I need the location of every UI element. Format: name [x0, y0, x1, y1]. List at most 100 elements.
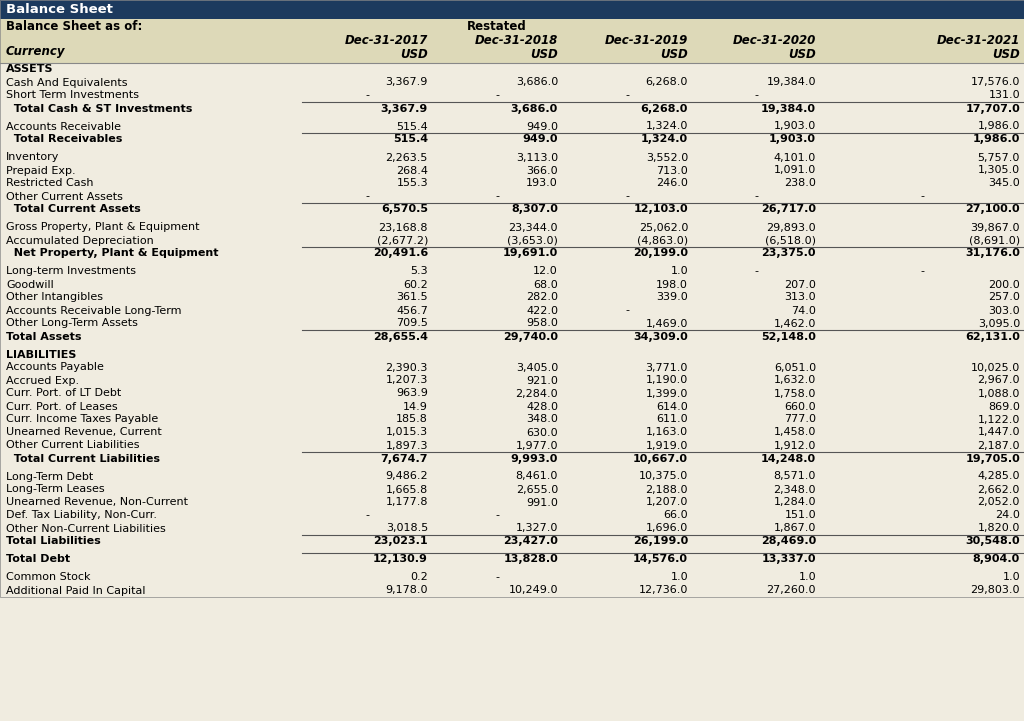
Text: Long-Term Leases: Long-Term Leases [6, 485, 104, 495]
Text: 963.9: 963.9 [396, 389, 428, 399]
Text: Accounts Receivable: Accounts Receivable [6, 122, 121, 131]
Bar [0, 221, 1024, 234]
Bar [0, 483, 1024, 496]
Text: -: - [754, 267, 758, 276]
Text: -: - [754, 91, 758, 100]
Text: 10,667.0: 10,667.0 [633, 454, 688, 464]
Text: 713.0: 713.0 [656, 166, 688, 175]
Text: 29,893.0: 29,893.0 [766, 223, 816, 232]
Text: 6,051.0: 6,051.0 [774, 363, 816, 373]
Text: 1,190.0: 1,190.0 [646, 376, 688, 386]
Text: Balance Sheet as of:: Balance Sheet as of: [6, 19, 142, 32]
Text: Cash And Equivalents: Cash And Equivalents [6, 77, 128, 87]
Text: 1,447.0: 1,447.0 [978, 428, 1020, 438]
Text: 2,348.0: 2,348.0 [773, 485, 816, 495]
Text: 6,268.0: 6,268.0 [645, 77, 688, 87]
Text: 8,571.0: 8,571.0 [773, 472, 816, 482]
Text: 12,736.0: 12,736.0 [639, 585, 688, 596]
Text: 2,263.5: 2,263.5 [386, 153, 428, 162]
Bar [0, 387, 1024, 400]
Bar [0, 291, 1024, 304]
Text: Accrued Exp.: Accrued Exp. [6, 376, 79, 386]
Bar [0, 265, 1024, 278]
Text: 1,919.0: 1,919.0 [645, 441, 688, 451]
Text: 1,977.0: 1,977.0 [515, 441, 558, 451]
Bar [0, 343, 1024, 348]
Text: Total Receivables: Total Receivables [6, 135, 123, 144]
Text: Accounts Receivable Long-Term: Accounts Receivable Long-Term [6, 306, 181, 316]
Bar [0, 317, 1024, 330]
Text: 29,740.0: 29,740.0 [503, 332, 558, 342]
Bar [0, 509, 1024, 522]
Text: 2,284.0: 2,284.0 [515, 389, 558, 399]
Text: LIABILITIES: LIABILITIES [6, 350, 77, 360]
Bar [0, 584, 1024, 597]
Text: 1,912.0: 1,912.0 [773, 441, 816, 451]
Text: 10,025.0: 10,025.0 [971, 363, 1020, 373]
Text: 8,307.0: 8,307.0 [511, 205, 558, 215]
Text: Dec-31-2019: Dec-31-2019 [605, 35, 688, 48]
Text: Common Stock: Common Stock [6, 572, 90, 583]
Text: 12,103.0: 12,103.0 [634, 205, 688, 215]
Text: 1,696.0: 1,696.0 [646, 523, 688, 534]
Text: Accumulated Depreciation: Accumulated Depreciation [6, 236, 154, 245]
Text: 921.0: 921.0 [526, 376, 558, 386]
Text: 1,305.0: 1,305.0 [978, 166, 1020, 175]
Text: 185.8: 185.8 [396, 415, 428, 425]
Text: 12,130.9: 12,130.9 [373, 554, 428, 565]
Text: 28,469.0: 28,469.0 [761, 536, 816, 547]
Bar [0, 0, 1024, 19]
Text: 23,168.8: 23,168.8 [379, 223, 428, 232]
Text: Dec-31-2017: Dec-31-2017 [345, 35, 428, 48]
Bar [0, 115, 1024, 120]
Text: 614.0: 614.0 [656, 402, 688, 412]
Text: 1,758.0: 1,758.0 [773, 389, 816, 399]
Text: 60.2: 60.2 [403, 280, 428, 290]
Bar [0, 553, 1024, 566]
Text: 193.0: 193.0 [526, 179, 558, 188]
Text: 17,707.0: 17,707.0 [966, 104, 1020, 113]
Text: Other Current Liabilities: Other Current Liabilities [6, 441, 139, 451]
Text: 777.0: 777.0 [784, 415, 816, 425]
Text: 7,674.7: 7,674.7 [381, 454, 428, 464]
Text: 14,576.0: 14,576.0 [633, 554, 688, 565]
Text: 2,967.0: 2,967.0 [978, 376, 1020, 386]
Text: 1,469.0: 1,469.0 [645, 319, 688, 329]
Bar [0, 330, 1024, 343]
Text: 1,207.0: 1,207.0 [645, 497, 688, 508]
Text: 34,309.0: 34,309.0 [633, 332, 688, 342]
Text: -: - [495, 91, 499, 100]
Text: 1,284.0: 1,284.0 [773, 497, 816, 508]
Text: 238.0: 238.0 [784, 179, 816, 188]
Text: Total Assets: Total Assets [6, 332, 82, 342]
Bar [0, 76, 1024, 89]
Text: 62,131.0: 62,131.0 [966, 332, 1020, 342]
Text: -: - [625, 192, 629, 201]
Text: 630.0: 630.0 [526, 428, 558, 438]
Text: 23,375.0: 23,375.0 [762, 249, 816, 259]
Text: 3,018.5: 3,018.5 [386, 523, 428, 534]
Text: 515.4: 515.4 [396, 122, 428, 131]
Text: 361.5: 361.5 [396, 293, 428, 303]
Text: 25,062.0: 25,062.0 [639, 223, 688, 232]
Text: -: - [920, 192, 924, 201]
Text: Unearned Revenue, Non-Current: Unearned Revenue, Non-Current [6, 497, 188, 508]
Text: Curr. Port. of LT Debt: Curr. Port. of LT Debt [6, 389, 121, 399]
Text: Unearned Revenue, Current: Unearned Revenue, Current [6, 428, 162, 438]
Text: Short Term Investments: Short Term Investments [6, 91, 139, 100]
Text: -: - [754, 192, 758, 201]
Bar [0, 413, 1024, 426]
Text: 339.0: 339.0 [656, 293, 688, 303]
Text: 10,249.0: 10,249.0 [509, 585, 558, 596]
Text: Prepaid Exp.: Prepaid Exp. [6, 166, 76, 175]
Bar [0, 89, 1024, 102]
Text: 949.0: 949.0 [522, 135, 558, 144]
Text: 0.2: 0.2 [411, 572, 428, 583]
Text: 515.4: 515.4 [393, 135, 428, 144]
Text: 3,367.9: 3,367.9 [386, 77, 428, 87]
Text: 14,248.0: 14,248.0 [761, 454, 816, 464]
Text: 23,427.0: 23,427.0 [503, 536, 558, 547]
Text: 1,986.0: 1,986.0 [978, 122, 1020, 131]
Text: 1,324.0: 1,324.0 [641, 135, 688, 144]
Text: (8,691.0): (8,691.0) [969, 236, 1020, 245]
